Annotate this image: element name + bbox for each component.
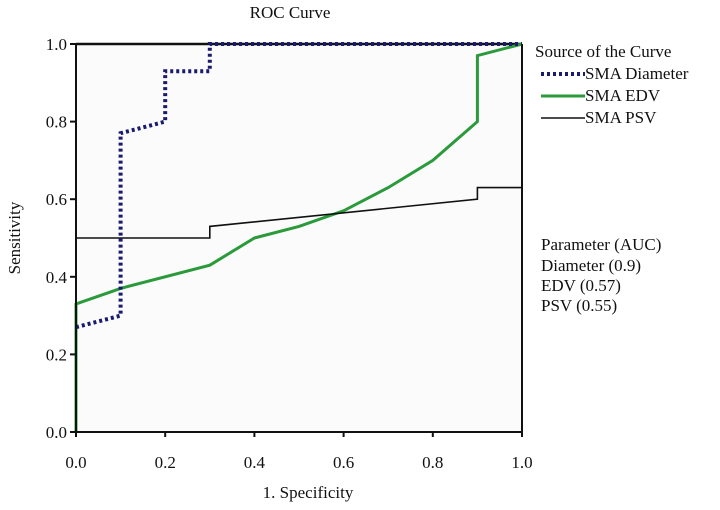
auc-line: PSV (0.55) xyxy=(541,296,617,315)
x-tick-label: 0.0 xyxy=(65,453,86,472)
series-line-sma-psv xyxy=(76,186,522,239)
x-axis-label: 1. Specificity xyxy=(263,483,354,502)
y-axis-label: Sensitivity xyxy=(5,201,24,274)
x-tick-label: 0.2 xyxy=(155,453,176,472)
auc-header: Parameter (AUC) xyxy=(541,235,661,254)
series-layer xyxy=(74,42,523,432)
x-tick-label: 1.0 xyxy=(511,453,532,472)
chart-title: ROC Curve xyxy=(250,3,331,22)
y-tick-label: 0.8 xyxy=(46,113,67,132)
auc-line: EDV (0.57) xyxy=(541,276,621,295)
y-tick-label: 0.4 xyxy=(46,268,68,287)
y-tick-label: 0.6 xyxy=(46,190,67,209)
y-tick-label: 0.2 xyxy=(46,345,67,364)
legend-title: Source of the Curve xyxy=(535,42,671,61)
axis-layer: 0.0 0.2 0.4 0.6 0.8 1.0 0.0 0.2 0.4 0.6 0.8 1.0 xyxy=(46,35,533,472)
series-line-sma-diameter xyxy=(75,42,522,330)
y-tick-label: 1.0 xyxy=(46,35,67,54)
auc-annotation: Diameter (0.9)EDV (0.57)PSV (0.55) xyxy=(541,256,641,315)
legend: SMA Diameter SMA EDV SMA PSV xyxy=(541,64,689,127)
legend-label: SMA PSV xyxy=(585,108,657,127)
x-tick-label: 0.6 xyxy=(333,453,354,472)
series-line-sma-edv xyxy=(74,42,523,432)
x-tick-label: 0.8 xyxy=(422,453,443,472)
x-tick-label: 0.4 xyxy=(244,453,266,472)
legend-label: SMA EDV xyxy=(585,86,661,105)
legend-label: SMA Diameter xyxy=(585,64,689,83)
auc-line: Diameter (0.9) xyxy=(541,256,641,275)
y-tick-label: 0.0 xyxy=(46,423,67,442)
